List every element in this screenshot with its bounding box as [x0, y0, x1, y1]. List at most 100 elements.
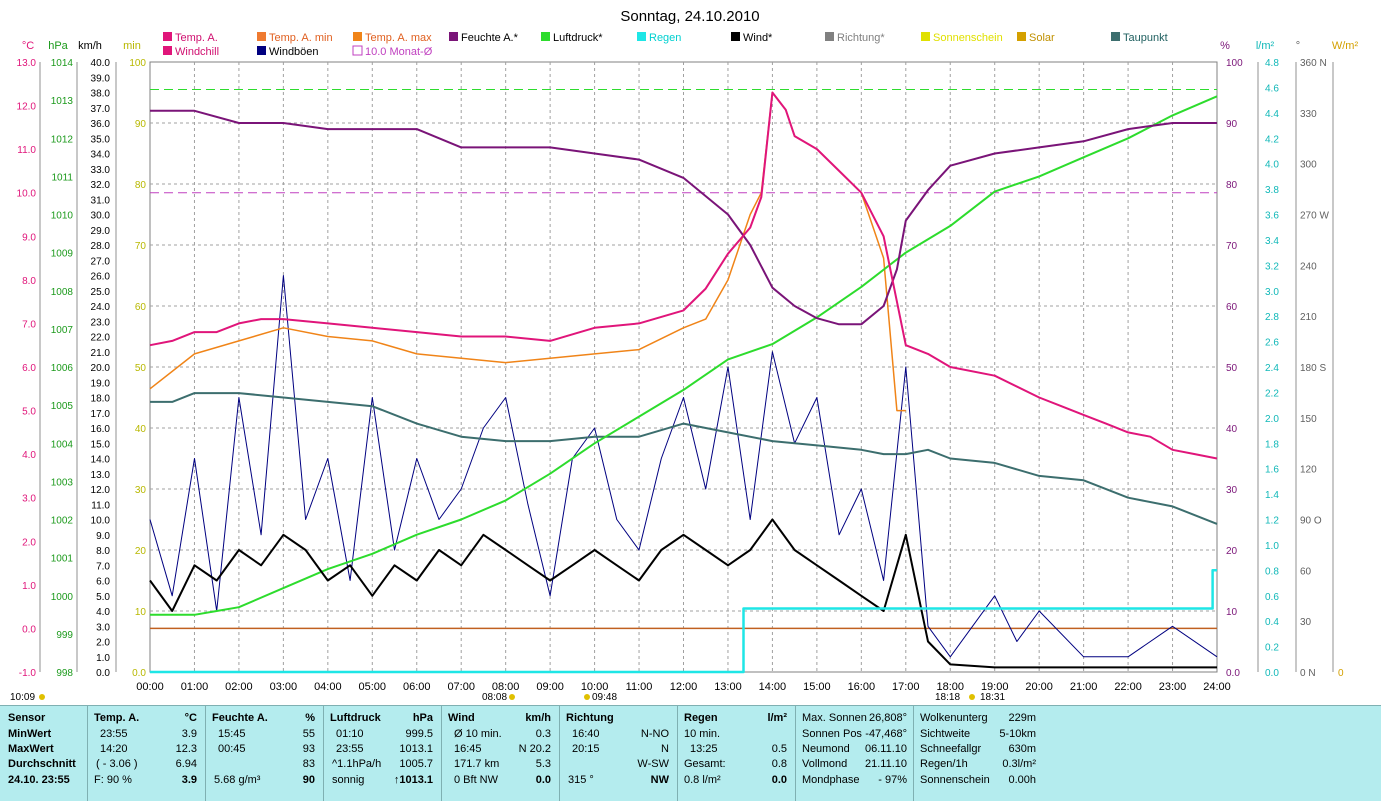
wind-unit: km/h — [525, 712, 551, 724]
dir-r2-label: 20:15 — [572, 743, 600, 755]
tick-celsius: 2.0 — [22, 537, 36, 548]
astro-r4-val: - 97% — [878, 774, 907, 786]
tick-lm2: 0.4 — [1265, 617, 1279, 628]
dir-r4-val: NW — [650, 774, 669, 786]
tick-time: 06:00 — [403, 681, 431, 693]
rain-header: Regen — [684, 712, 718, 724]
tick-kmh: 19.0 — [91, 378, 111, 389]
tick-hpa: 1000 — [51, 592, 74, 603]
tick-lm2: 2.6 — [1265, 338, 1279, 349]
legend-swatch — [353, 32, 362, 41]
row-min: MinWert — [8, 728, 52, 740]
astro-r3-val: 21.11.10 — [864, 758, 907, 770]
tick-kmh: 37.0 — [91, 104, 111, 115]
tick-time: 00:00 — [136, 681, 164, 693]
tick-lm2: 1.4 — [1265, 490, 1279, 501]
dir-r3-val: W-SW — [637, 758, 669, 770]
tick-kmh: 18.0 — [91, 394, 111, 405]
y-axes: 13.0 12.0 11.0 10.0 9.0 8.0 7.0 6.0 5.0 4.0 3.0 2.0… — [17, 58, 1344, 679]
legend-swatch — [449, 32, 458, 41]
tick-hpa: 1007 — [51, 325, 74, 336]
tick-deg: 60 — [1300, 566, 1312, 577]
tick-celsius: 6.0 — [22, 363, 36, 374]
grid — [150, 62, 1217, 672]
sensor-header: Sensor — [8, 712, 46, 724]
tick-kmh: 20.0 — [91, 363, 111, 374]
axis-unit: ° — [1296, 40, 1300, 52]
legend-swatch — [163, 32, 172, 41]
tick-hpa: 999 — [56, 630, 73, 641]
tick-hpa: 1008 — [51, 287, 74, 298]
misc-r0-val: 229m — [1008, 712, 1036, 724]
tick-hpa: 1012 — [51, 134, 74, 145]
tick-time: 15:00 — [803, 681, 831, 693]
tick-time: 07:00 — [447, 681, 475, 693]
tick-lm2: 1.0 — [1265, 541, 1279, 552]
tick-kmh: 13.0 — [91, 470, 111, 481]
rain-r4-val: 0.0 — [771, 774, 787, 786]
tick-kmh: 22.0 — [91, 333, 111, 344]
tick-deg: 120 — [1300, 465, 1317, 476]
hum-unit: % — [305, 712, 315, 724]
tick-lm2: 4.2 — [1265, 134, 1279, 145]
sun-icon — [969, 694, 975, 700]
tick-kmh: 10.0 — [91, 516, 111, 527]
tick-kmh: 36.0 — [91, 119, 111, 130]
tick-deg: 300 — [1300, 160, 1317, 171]
tick-deg: 180 S — [1300, 363, 1326, 374]
legend-label: Richtung* — [837, 32, 885, 44]
legend-label: Feuchte A.* — [461, 32, 519, 44]
tick-pct: 90 — [1226, 119, 1238, 130]
tick-pct: 70 — [1226, 241, 1238, 252]
tick-deg: 270 W — [1300, 211, 1329, 222]
tick-time: 24:00 — [1203, 681, 1231, 693]
temp-unit: °C — [184, 712, 197, 724]
tick-celsius: 12.0 — [17, 102, 37, 113]
axis-unit: hPa — [48, 40, 68, 52]
tick-time: 18:00 — [936, 681, 964, 693]
temp-max-val: 12.3 — [175, 743, 197, 755]
tick-deg: 150 — [1300, 414, 1317, 425]
legend-label: Regen — [649, 32, 681, 44]
sun-icon — [39, 694, 45, 700]
tick-lm2: 0.6 — [1265, 592, 1279, 603]
tick-kmh: 4.0 — [96, 607, 110, 618]
press-avg-label: ^1.1hPa/h — [332, 758, 382, 770]
tick-hpa: 998 — [56, 668, 73, 679]
tick-hpa: 1003 — [51, 477, 74, 488]
press-header: Luftdruck — [330, 712, 381, 724]
hum-cur-val: 90 — [302, 774, 315, 786]
tick-celsius: 11.0 — [17, 145, 36, 156]
tick-hpa: 1005 — [51, 401, 74, 412]
temp-cur-label: F: 90 % — [94, 774, 132, 786]
tick-celsius: 5.0 — [22, 407, 36, 418]
hum-cur-label: 5.68 g/m³ — [214, 774, 261, 786]
row-current: 24.10. 23:55 — [8, 774, 70, 786]
tick-time: 12:00 — [670, 681, 698, 693]
tick-kmh: 9.0 — [96, 531, 110, 542]
tick-kmh: 17.0 — [91, 409, 111, 420]
tick-kmh: 11.0 — [91, 500, 110, 511]
temp-cur-val: 3.9 — [181, 774, 197, 786]
series-layer — [149, 91, 1218, 674]
legend-swatch — [825, 32, 834, 41]
tick-time: 14:00 — [759, 681, 787, 693]
tick-kmh: 32.0 — [91, 180, 111, 191]
rain-r2-label: 13:25 — [690, 743, 718, 755]
legend-swatch — [352, 45, 363, 56]
tick-lm2: 3.4 — [1265, 236, 1279, 247]
tick-min: 10 — [135, 607, 147, 618]
tick-kmh: 5.0 — [96, 592, 110, 603]
weather-chart: Sonntag, 24.10.2010 Temp. A. Temp. A. min… — [10, 8, 1359, 703]
tick-kmh: 27.0 — [91, 256, 111, 267]
astro-r1-val: -47,468° — [865, 728, 907, 740]
tick-celsius: 13.0 — [17, 58, 37, 69]
tick-min: 20 — [135, 546, 147, 557]
tick-time: 02:00 — [225, 681, 253, 693]
tick-celsius: -1.0 — [19, 668, 37, 679]
tick-pct: 20 — [1226, 546, 1238, 557]
misc-r0-label: Wolkenunterg — [920, 712, 988, 724]
tick-min: 30 — [135, 485, 147, 496]
tick-kmh: 29.0 — [91, 226, 111, 237]
tick-wm2: 0 — [1338, 668, 1344, 679]
